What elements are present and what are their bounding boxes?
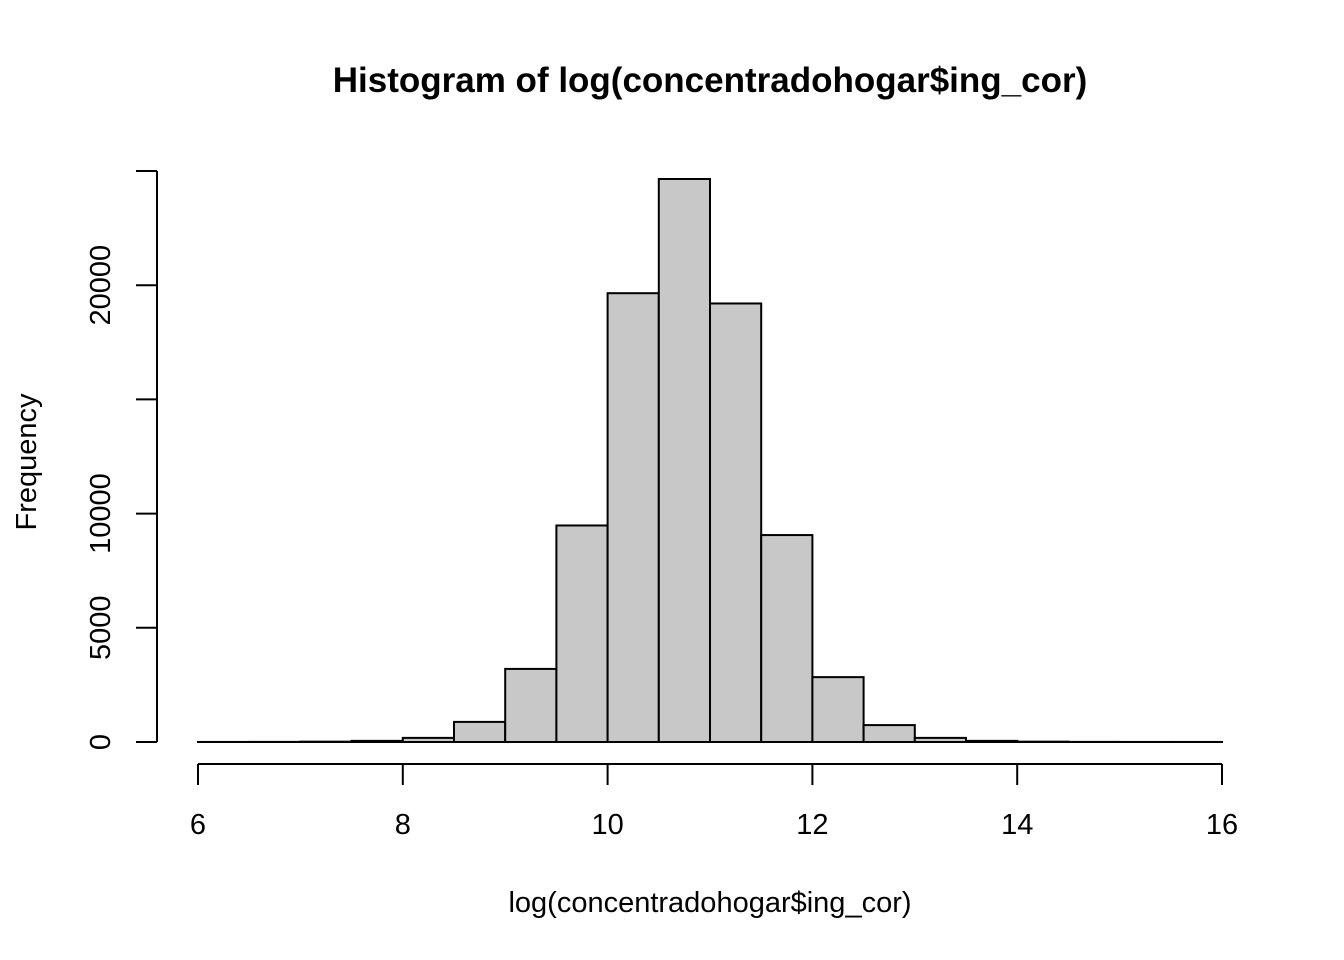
histogram-bar: [862, 724, 916, 743]
x-tick-label: 16: [1206, 809, 1238, 841]
histogram-bar: [606, 292, 660, 743]
histogram-bar: [811, 676, 865, 743]
x-axis-label: log(concentradohogar$ing_cor): [508, 887, 911, 919]
x-tick-label: 14: [1001, 809, 1033, 841]
histogram-bar: [709, 302, 763, 743]
histogram-bar: [504, 667, 558, 743]
y-tick-label: 5000: [85, 596, 117, 661]
histogram-bar: [555, 524, 609, 743]
chart-title: Histogram of log(concentradohogar$ing_co…: [333, 61, 1088, 100]
x-tick-label: 6: [190, 809, 206, 841]
histogram-bar: [401, 736, 455, 743]
x-tick-label: 10: [591, 809, 623, 841]
histogram-bar: [965, 739, 1019, 743]
y-axis-label: Frequency: [11, 393, 43, 531]
histogram-bar: [657, 177, 711, 743]
histogram-bar: [453, 720, 507, 744]
bars-group: [197, 177, 1224, 744]
histogram-bar: [913, 736, 967, 743]
x-tick-label: 8: [395, 809, 411, 841]
x-axis: 6 8 10 12 14 16: [190, 763, 1238, 841]
y-tick-label: 20000: [85, 245, 117, 326]
x-tick-label: 12: [796, 809, 828, 841]
y-axis: 0 5000 10000 20000: [85, 170, 158, 750]
histogram-bar: [760, 534, 814, 743]
histogram-bar: [350, 739, 404, 743]
y-tick-label: 0: [85, 734, 117, 750]
y-tick-label: 10000: [85, 473, 117, 554]
